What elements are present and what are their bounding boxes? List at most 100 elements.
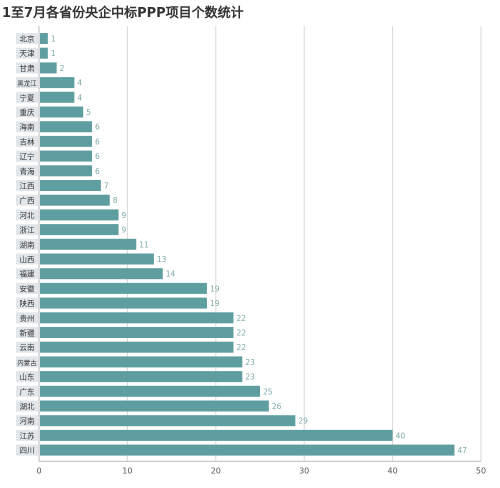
value-label: 9 bbox=[122, 226, 127, 235]
x-tick-label: 10 bbox=[122, 466, 132, 475]
category-label: 江西 bbox=[20, 182, 35, 191]
category-label-box bbox=[16, 106, 38, 118]
value-label: 6 bbox=[95, 123, 100, 132]
category-label-box bbox=[16, 327, 38, 338]
category-label: 江苏 bbox=[20, 430, 35, 440]
category-label-box bbox=[16, 194, 38, 206]
category-label-box bbox=[16, 268, 38, 280]
value-label: 19 bbox=[210, 284, 220, 293]
category-label: 海南 bbox=[20, 122, 35, 132]
bar-layer bbox=[40, 33, 455, 456]
x-tick-label: 30 bbox=[299, 466, 309, 475]
value-label: 4 bbox=[77, 93, 82, 102]
value-label: 7 bbox=[104, 182, 109, 191]
category-label-box bbox=[16, 371, 38, 383]
bar bbox=[40, 341, 234, 353]
category-label-box bbox=[16, 209, 38, 221]
value-label: 1 bbox=[51, 49, 56, 58]
bar bbox=[40, 135, 93, 147]
value-label: 22 bbox=[236, 314, 246, 323]
category-label-box bbox=[16, 444, 38, 456]
value-label: 22 bbox=[236, 343, 246, 352]
bar bbox=[40, 33, 48, 44]
category-label: 北京 bbox=[20, 34, 35, 44]
category-label-box bbox=[16, 121, 38, 133]
category-label: 山东 bbox=[20, 372, 35, 382]
bar bbox=[40, 400, 269, 412]
category-label: 宁夏 bbox=[20, 92, 35, 102]
value-label: 40 bbox=[396, 431, 406, 440]
category-label: 山西 bbox=[20, 254, 35, 264]
bar bbox=[40, 165, 93, 177]
category-label: 云南 bbox=[20, 342, 35, 352]
category-label: 新疆 bbox=[20, 328, 35, 338]
x-tick-label: 40 bbox=[388, 466, 398, 475]
bar bbox=[40, 282, 207, 294]
value-label-layer: 1124456666789911131419192222222323252629… bbox=[51, 35, 467, 456]
value-label: 2 bbox=[60, 64, 65, 73]
category-label: 贵州 bbox=[20, 313, 35, 323]
category-label-layer: 北京天津甘肃黑龙江宁夏重庆海南吉林辽宁青海江西广西河北浙江湖南山西福建安徽陕西贵… bbox=[16, 33, 38, 456]
bar bbox=[40, 327, 234, 338]
category-label-box bbox=[16, 356, 38, 368]
category-label-box bbox=[16, 62, 38, 74]
bar bbox=[40, 209, 119, 221]
category-label-box bbox=[16, 180, 38, 191]
bar bbox=[40, 106, 84, 118]
value-label: 13 bbox=[157, 255, 167, 264]
value-label: 6 bbox=[95, 167, 100, 176]
value-label: 4 bbox=[77, 79, 82, 88]
category-label: 四川 bbox=[20, 446, 35, 455]
category-label-box bbox=[16, 415, 38, 427]
category-label: 辽宁 bbox=[20, 151, 35, 161]
bar bbox=[40, 444, 455, 456]
category-label-box bbox=[16, 253, 38, 265]
category-label-box bbox=[16, 77, 38, 89]
category-label: 青海 bbox=[20, 166, 35, 176]
value-label: 6 bbox=[95, 137, 100, 146]
category-label: 安徽 bbox=[20, 283, 35, 293]
category-label-box bbox=[16, 224, 38, 236]
category-label: 湖南 bbox=[20, 239, 35, 249]
category-label: 黑龙江 bbox=[17, 79, 37, 88]
category-label-box bbox=[16, 238, 38, 250]
bar bbox=[40, 429, 393, 441]
bar bbox=[40, 385, 260, 397]
x-tick-label: 20 bbox=[211, 466, 221, 475]
category-label: 吉林 bbox=[20, 136, 35, 146]
value-label: 14 bbox=[166, 270, 176, 279]
value-label: 11 bbox=[139, 240, 149, 249]
x-axis-tick-layer: 0 10 20 30 40 50 bbox=[36, 466, 486, 475]
value-label: 23 bbox=[245, 358, 255, 367]
bar bbox=[40, 47, 48, 59]
bar bbox=[40, 121, 93, 133]
bar bbox=[40, 297, 207, 309]
category-label-box bbox=[16, 297, 38, 309]
value-label: 8 bbox=[113, 196, 118, 205]
category-label: 内蒙古 bbox=[17, 358, 37, 367]
category-label-box bbox=[16, 429, 38, 441]
category-label: 广西 bbox=[20, 195, 35, 205]
category-label-box bbox=[16, 135, 38, 147]
value-label: 26 bbox=[272, 402, 282, 411]
value-label: 22 bbox=[236, 329, 246, 338]
category-label-box bbox=[16, 33, 38, 44]
x-tick-label: 50 bbox=[476, 466, 486, 475]
chart-title: 1至7月各省份央企中标PPP项目个数统计 bbox=[2, 6, 244, 21]
bar bbox=[40, 253, 154, 265]
bar bbox=[40, 268, 163, 280]
category-label: 河北 bbox=[20, 211, 35, 220]
category-label-box bbox=[16, 341, 38, 353]
category-label: 甘肃 bbox=[20, 63, 35, 73]
bar bbox=[40, 180, 101, 191]
category-label: 广东 bbox=[20, 386, 35, 396]
category-label: 陕西 bbox=[20, 298, 35, 308]
category-label-box bbox=[16, 165, 38, 177]
category-label: 重庆 bbox=[20, 107, 35, 117]
category-label-box bbox=[16, 385, 38, 397]
category-label-box bbox=[16, 282, 38, 294]
category-label-box bbox=[16, 400, 38, 412]
value-label: 6 bbox=[95, 152, 100, 161]
category-label-box bbox=[16, 47, 38, 59]
